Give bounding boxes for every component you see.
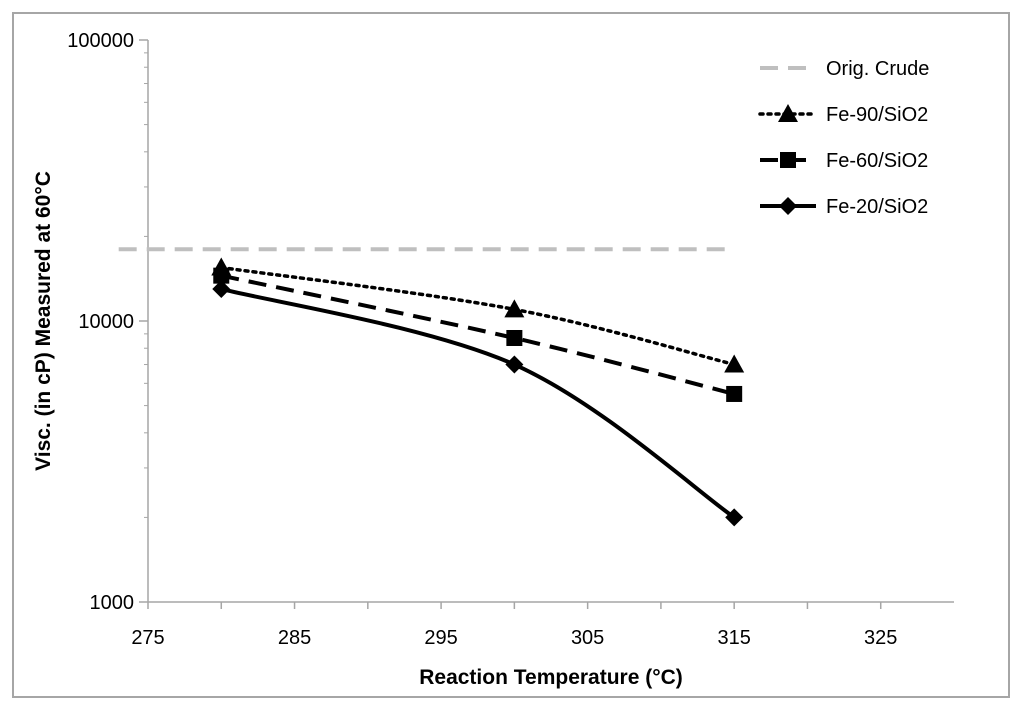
data-point-fe-60-sio2	[213, 267, 230, 284]
data-point-fe-60-sio2	[506, 329, 523, 346]
legend: Orig. Crude Fe-90/SiO2 Fe-60/SiO2 Fe-20/SiO…	[758, 58, 929, 218]
legend-label-fe-60-sio2: Fe-60/SiO2	[826, 150, 928, 172]
x-tick-label: 325	[864, 627, 897, 649]
data-point-fe-20-sio2	[505, 355, 524, 374]
x-tick-label: 305	[571, 627, 604, 649]
y-tick-label: 10000	[78, 311, 134, 333]
x-tick-label: 285	[278, 627, 311, 649]
x-ticks: 275 285 295 305 315 325	[131, 602, 897, 649]
data-point-fe-20-sio2	[212, 279, 231, 298]
data-point-fe-90-sio2	[504, 299, 525, 318]
chart-frame	[12, 12, 1010, 698]
y-axis-title: Visc. (in cP) Measured at 60°C	[32, 171, 55, 471]
series-line-fe-20-sio2	[220, 287, 736, 520]
legend-marker-fe-20-sio2	[779, 197, 797, 215]
x-tick-label: 275	[131, 627, 164, 649]
x-tick-label: 295	[424, 627, 457, 649]
y-tick-label: 100000	[67, 30, 134, 52]
legend-label-fe-90-sio2: Fe-90/SiO2	[826, 104, 928, 126]
y-tick-label: 1000	[90, 592, 135, 614]
legend-label-fe-20-sio2: Fe-20/SiO2	[826, 196, 928, 218]
series-line-fe-60-sio2	[220, 273, 735, 396]
data-point-fe-90-sio2	[724, 354, 745, 373]
x-axis-title: Reaction Temperature (°C)	[419, 666, 683, 689]
legend-marker-fe-90-sio2	[778, 104, 798, 122]
x-tick-label: 315	[717, 627, 750, 649]
series-layer	[118, 247, 745, 527]
data-point-fe-60-sio2	[726, 385, 743, 402]
y-ticks: 1000 10000 100000	[67, 30, 148, 614]
legend-label-orig-crude: Orig. Crude	[826, 58, 929, 80]
legend-marker-fe-60-sio2	[780, 152, 796, 168]
data-point-fe-20-sio2	[725, 508, 744, 527]
